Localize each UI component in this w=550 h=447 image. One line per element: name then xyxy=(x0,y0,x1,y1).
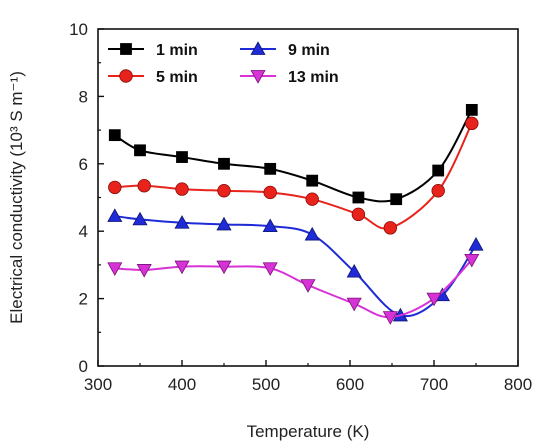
data-point xyxy=(216,216,232,231)
legend-label: 1 min xyxy=(156,42,198,59)
x-tick-label: 300 xyxy=(84,375,112,394)
data-point xyxy=(431,184,445,198)
y-tick-label: 0 xyxy=(79,357,88,376)
x-tick-label: 500 xyxy=(252,375,280,394)
data-point xyxy=(218,157,230,170)
data-point xyxy=(136,264,152,278)
legend-label: 13 min xyxy=(288,69,339,86)
x-axis-label: Temperature (K) xyxy=(247,422,370,441)
data-point xyxy=(382,311,398,325)
series-1-min xyxy=(108,103,478,206)
data-point xyxy=(107,262,123,276)
x-tick-label: 800 xyxy=(504,375,532,394)
series-line xyxy=(114,215,477,318)
data-point xyxy=(176,151,188,163)
data-point xyxy=(304,226,320,241)
data-point xyxy=(134,144,146,157)
data-point xyxy=(108,180,122,195)
data-point xyxy=(383,221,398,235)
data-point xyxy=(262,262,278,276)
data-point xyxy=(468,236,484,251)
data-point xyxy=(175,182,189,196)
data-point xyxy=(464,253,480,268)
data-point xyxy=(108,129,121,142)
y-tick-label: 6 xyxy=(79,155,88,174)
y-tick-label: 8 xyxy=(79,87,88,106)
data-point xyxy=(305,192,319,206)
data-point xyxy=(432,164,445,177)
data-point xyxy=(390,193,403,206)
x-tick-label: 400 xyxy=(168,375,196,394)
data-point xyxy=(352,191,365,204)
series-5-min xyxy=(108,116,479,235)
axes-layer: 300 400 500 600 700 800 0 2 4 6 8 10 xyxy=(69,20,532,394)
legend-entry: 1 min xyxy=(108,42,198,59)
legend-marker xyxy=(250,41,266,55)
data-point xyxy=(346,263,362,278)
x-tick-label: 600 xyxy=(336,375,364,394)
data-point xyxy=(351,207,366,222)
data-point xyxy=(306,174,319,187)
series-line xyxy=(114,259,473,319)
data-point xyxy=(426,292,442,307)
data-point xyxy=(174,215,190,229)
data-point xyxy=(346,297,362,312)
data-point xyxy=(262,218,278,233)
legend-marker xyxy=(119,69,133,83)
y-tick-label: 4 xyxy=(79,222,88,241)
data-point xyxy=(216,260,232,275)
x-tick-label: 700 xyxy=(420,375,448,394)
data-point xyxy=(263,185,277,200)
data-point xyxy=(264,162,277,175)
series-line xyxy=(114,122,473,230)
data-point xyxy=(132,211,148,226)
legend-label: 9 min xyxy=(288,42,330,59)
legend-label: 5 min xyxy=(156,69,198,86)
legend-marker xyxy=(120,43,132,55)
data-point xyxy=(137,179,151,193)
series-layer xyxy=(107,103,484,325)
y-tick-label: 10 xyxy=(69,20,88,39)
y-tick-label: 2 xyxy=(79,290,88,309)
data-point xyxy=(217,184,231,198)
data-point xyxy=(465,116,479,131)
legend: 1 min 5 min 9 min 13 min xyxy=(108,41,339,86)
legend-entry: 9 min xyxy=(240,41,330,59)
legend-entry: 5 min xyxy=(108,69,198,86)
data-point xyxy=(174,260,190,275)
legend-marker xyxy=(250,70,266,84)
series-line xyxy=(114,109,473,203)
series-13-min xyxy=(107,253,480,325)
legend-entry: 13 min xyxy=(240,69,339,86)
data-point xyxy=(465,103,478,116)
data-point xyxy=(300,279,316,293)
y-axis-label: Electrical conductivity (10³ S m⁻¹) xyxy=(7,71,26,324)
data-point xyxy=(107,208,123,222)
